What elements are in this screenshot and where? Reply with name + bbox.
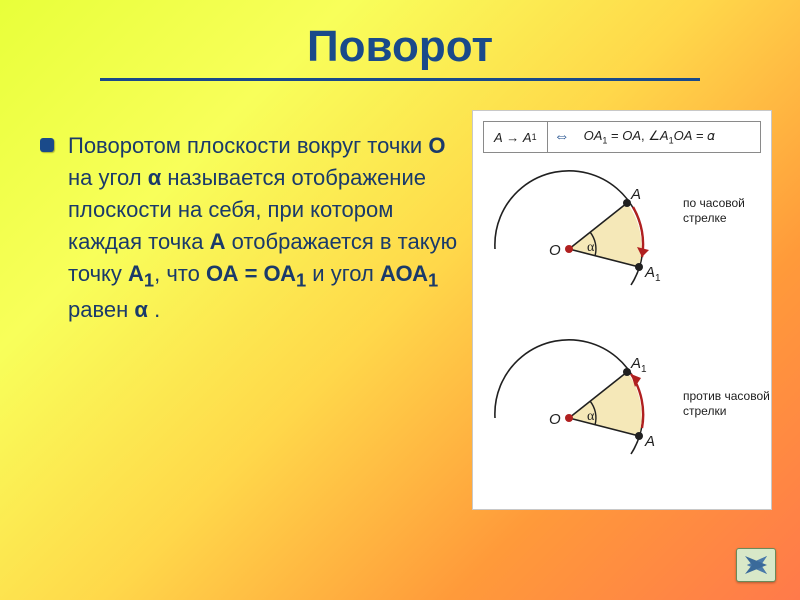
next-arrow-icon: [745, 556, 767, 574]
body-content: Поворотом плоскости вокруг точки О на уг…: [40, 130, 460, 325]
iff-icon: ⇔: [548, 128, 576, 146]
svg-text:α: α: [587, 409, 595, 424]
svg-text:A: A: [630, 355, 641, 372]
rotation-diagram: A → A1 ⇔ OA1 = OA, ∠A1OA = 𝛼 O A A 1 α п…: [472, 110, 772, 510]
body-text: Поворотом плоскости вокруг точки О на уг…: [68, 130, 460, 325]
page-title: Поворот: [100, 22, 700, 81]
svg-text:A: A: [644, 433, 655, 450]
formula-right: OA1 = OA, ∠A1OA = 𝛼: [576, 128, 760, 146]
formula-left: A → A1: [484, 122, 548, 152]
clockwise-circle: O A A 1 α: [479, 161, 679, 321]
svg-text:A: A: [630, 186, 641, 203]
svg-text:A: A: [644, 264, 655, 281]
next-slide-button[interactable]: [736, 548, 776, 582]
counterclockwise-circle: O A A 1 α: [479, 326, 679, 496]
title-container: Поворот: [0, 22, 800, 81]
svg-text:1: 1: [641, 364, 647, 375]
svg-text:1: 1: [655, 273, 661, 284]
caption-counterclockwise: против часовой стрелки: [683, 389, 771, 419]
svg-text:α: α: [587, 240, 595, 255]
formula-box: A → A1 ⇔ OA1 = OA, ∠A1OA = 𝛼: [483, 121, 761, 153]
svg-text:O: O: [549, 242, 561, 259]
bullet-item: Поворотом плоскости вокруг точки О на уг…: [40, 130, 460, 325]
svg-text:O: O: [549, 411, 561, 428]
caption-clockwise: по часовой стрелке: [683, 196, 771, 226]
bullet-icon: [40, 138, 54, 152]
